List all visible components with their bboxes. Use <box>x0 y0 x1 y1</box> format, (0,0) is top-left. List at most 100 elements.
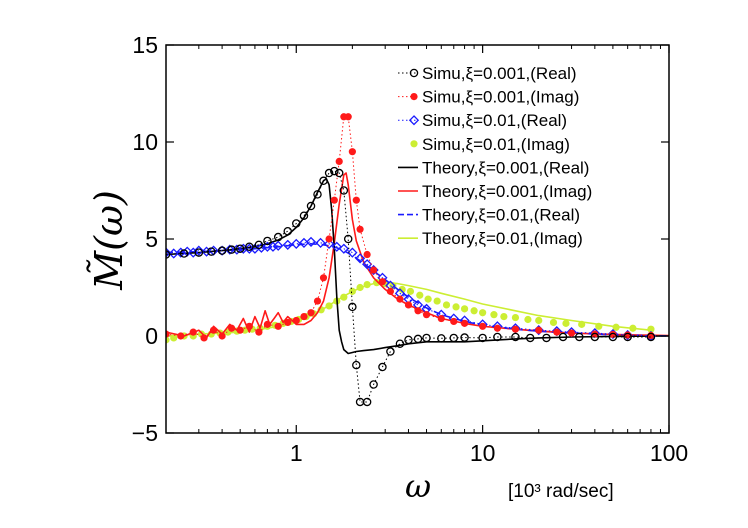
data-point <box>378 278 387 286</box>
x-tick-label: 10 <box>470 440 496 466</box>
data-point <box>452 303 460 311</box>
legend-swatch <box>410 93 418 101</box>
data-point <box>553 328 561 336</box>
data-point <box>245 322 253 330</box>
legend-entry: Theory,ξ=0.01,(Real) <box>398 206 580 225</box>
data-point <box>647 325 655 333</box>
data-point <box>300 313 308 321</box>
data-point <box>395 339 405 349</box>
data-point <box>460 333 469 342</box>
data-point <box>255 328 263 336</box>
data-point <box>334 168 344 178</box>
y-tick-label: 15 <box>132 32 158 58</box>
data-point <box>291 238 302 249</box>
data-point <box>306 201 316 211</box>
data-point <box>313 297 322 305</box>
data-point <box>369 380 378 389</box>
data-point <box>470 307 478 315</box>
data-point <box>217 246 227 255</box>
data-point <box>194 248 204 257</box>
data-point <box>378 362 387 372</box>
data-point <box>460 319 469 327</box>
data-point <box>339 186 349 195</box>
data-point <box>404 301 413 309</box>
data-point <box>273 232 283 242</box>
data-point <box>335 157 343 165</box>
data-point <box>442 301 451 309</box>
data-point <box>344 113 352 121</box>
x-axis-label: ω <box>405 467 431 505</box>
legend-label: Theory,ξ=0.01,(Imag) <box>422 229 583 248</box>
data-point <box>356 225 364 233</box>
series-0 <box>166 166 656 407</box>
data-point <box>478 333 487 343</box>
data-point <box>386 347 395 356</box>
series-line <box>166 172 669 339</box>
data-point <box>348 302 357 312</box>
data-point <box>313 190 322 199</box>
legend-swatch <box>410 140 418 148</box>
data-point <box>413 334 423 344</box>
data-point <box>292 219 301 228</box>
data-point <box>406 287 415 295</box>
data-point <box>590 332 600 342</box>
data-point <box>324 168 334 178</box>
data-point <box>490 311 498 319</box>
data-point <box>273 240 284 251</box>
data-point <box>416 291 424 299</box>
data-point <box>567 329 576 337</box>
tick-labels: −5 0 5 10 15 1 10 100 <box>132 32 688 466</box>
data-point <box>511 325 520 333</box>
data-point <box>558 332 568 342</box>
data-point <box>315 237 326 248</box>
legend-label: Theory,ξ=0.001,(Imag) <box>422 182 592 201</box>
data-point <box>363 250 371 259</box>
data-point <box>479 322 487 330</box>
data-point <box>235 244 245 253</box>
data-point <box>575 332 584 342</box>
legend-label: Simu,ξ=0.001,(Imag) <box>422 88 579 107</box>
legend-label: Theory,ξ=0.001,(Real) <box>422 158 589 177</box>
data-point <box>370 266 378 274</box>
data-point <box>347 247 358 258</box>
data-point <box>511 313 520 322</box>
data-point <box>525 333 535 343</box>
y-axis-label: M̃(ω) <box>87 190 131 291</box>
plot-frame <box>165 44 670 434</box>
data-point <box>422 311 431 319</box>
data-point <box>245 242 254 252</box>
legend-swatch <box>408 115 420 126</box>
data-point <box>166 330 170 338</box>
data-point <box>292 316 300 325</box>
legend-label: Simu,ξ=0.001,(Real) <box>422 64 577 83</box>
data-point <box>352 196 360 204</box>
data-point <box>414 307 422 315</box>
legend-entry: Theory,ξ=0.01,(Imag) <box>398 229 583 248</box>
data-point <box>609 330 617 339</box>
data-point <box>209 326 218 334</box>
legend-swatch <box>409 68 419 78</box>
legend-entry: Theory,ξ=0.001,(Imag) <box>398 182 592 201</box>
data-point <box>479 309 487 317</box>
data-point <box>330 196 338 204</box>
data-point <box>338 243 349 254</box>
y-tick-label: 10 <box>132 129 158 155</box>
data-point <box>449 333 459 343</box>
legend-label: Simu,ξ=0.01,(Imag) <box>422 135 570 154</box>
data-point <box>330 166 339 176</box>
data-point <box>549 318 558 327</box>
data-point <box>591 330 599 338</box>
data-point <box>319 274 328 282</box>
x-tick-label: 100 <box>650 440 688 466</box>
data-point <box>535 316 543 325</box>
data-point <box>437 334 446 343</box>
legend-entry: Simu,ξ=0.001,(Real) <box>398 64 577 83</box>
data-point <box>450 317 458 326</box>
data-point <box>179 249 189 258</box>
data-point <box>307 309 315 317</box>
data-point <box>362 259 373 270</box>
data-point <box>305 236 317 248</box>
data-point <box>177 332 185 340</box>
data-point <box>325 235 333 243</box>
